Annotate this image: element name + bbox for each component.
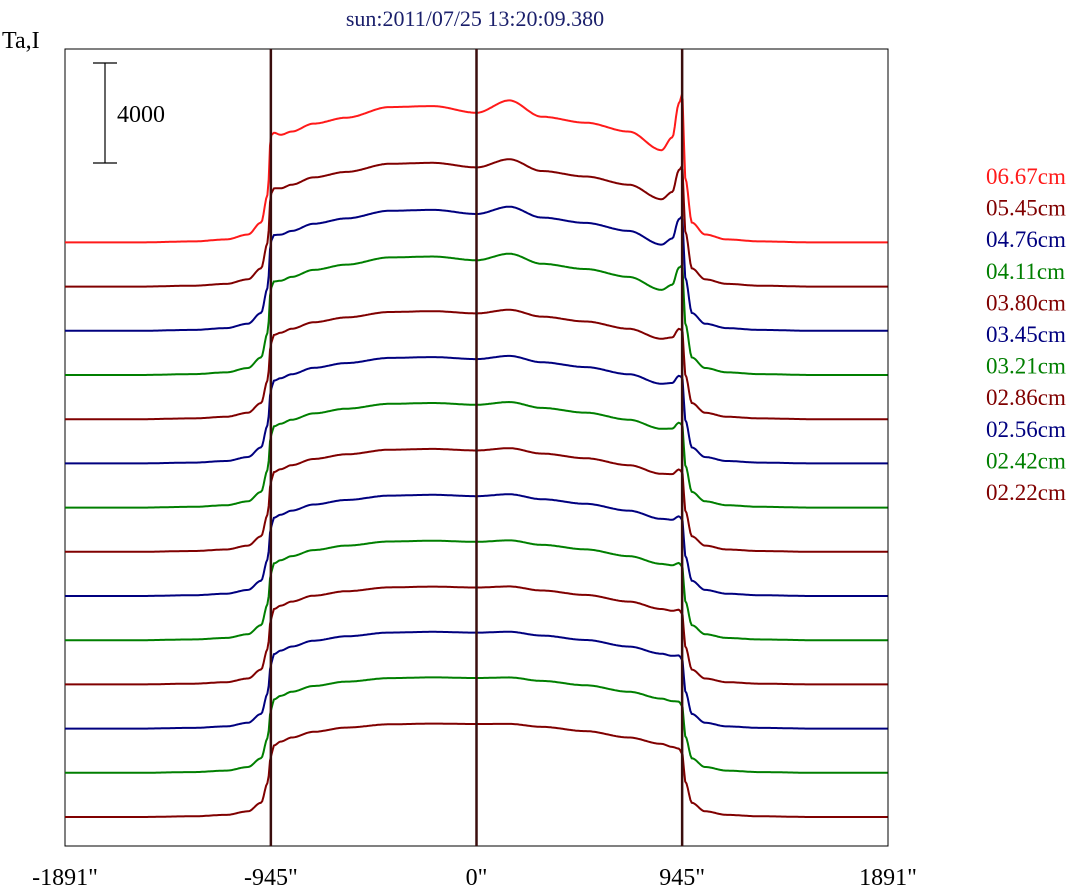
legend-entry: 04.11cm (986, 259, 1065, 284)
legend-entry: 03.45cm (986, 322, 1066, 347)
x-tick-labels: -1891" -945" 0" 945" 1891" (32, 865, 917, 891)
scale-bar: 4000 (93, 62, 165, 164)
x-tick-label: 0" (466, 865, 488, 891)
legend: 06.67cm 05.45cm 04.76cm 04.11cm 03.80cm 03.45… (986, 164, 1066, 505)
chart-title: sun:2011/07/25 13:20:09.380 (346, 6, 604, 31)
legend-entry: 02.86cm (986, 385, 1066, 410)
legend-entry: 04.76cm (986, 227, 1066, 252)
legend-entry: 06.67cm (986, 164, 1066, 189)
legend-entry: 05.45cm (986, 196, 1066, 221)
y-axis-label: Ta,I (2, 28, 40, 54)
x-tick-label: -1891" (32, 865, 98, 891)
legend-entry: 03.21cm (986, 354, 1066, 379)
x-tick-label: -945" (244, 865, 298, 891)
legend-entry: 02.22cm (986, 480, 1066, 505)
legend-entry: 02.42cm (986, 448, 1066, 473)
x-tick-label: 1891" (859, 865, 917, 891)
legend-entry: 03.80cm (986, 290, 1066, 315)
scale-bar-label: 4000 (117, 102, 165, 128)
legend-entry: 02.56cm (986, 417, 1066, 442)
marker-layer (269, 49, 684, 846)
x-tick-label: 945" (659, 865, 705, 891)
